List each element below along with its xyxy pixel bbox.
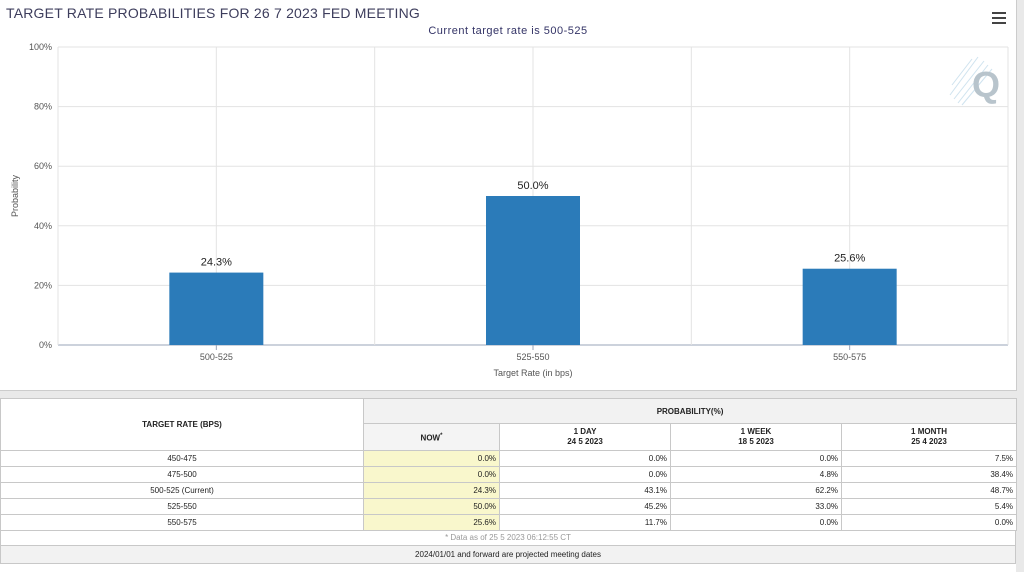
1day-cell: 11.7% (499, 514, 671, 531)
table-row: 550-575 25.6% 11.7% 0.0% 0.0% (0, 514, 1018, 531)
y-tick-label: 100% (29, 42, 52, 52)
data-label: 24.3% (201, 257, 232, 269)
now-cell: 50.0% (363, 498, 500, 515)
y-tick-label: 40% (34, 221, 52, 231)
1day-cell: 0.0% (499, 450, 671, 467)
1month-cell: 7.5% (840, 450, 1018, 467)
1day-cell: 45.2% (499, 498, 671, 515)
quikstrike-q-logo-icon: Q (949, 56, 1000, 106)
col-1month-date: 25 4 2023 (911, 437, 947, 446)
probability-table-panel: TARGET RATE (BPS) PROBABILITY(%) NOW* 1 … (0, 398, 1018, 572)
now-cell: 0.0% (363, 466, 500, 483)
1day-cell: 0.0% (499, 466, 671, 483)
1week-cell: 0.0% (670, 450, 842, 467)
x-tick-label: 525-550 (516, 352, 549, 362)
data-as-of-note: * Data as of 25 5 2023 06:12:55 CT (0, 531, 1016, 546)
table-row: 525-550 50.0% 45.2% 33.0% 5.4% (0, 498, 1018, 515)
1month-cell: 38.4% (840, 466, 1018, 483)
col-1week-header: 1 WEEK 18 5 2023 (670, 423, 842, 451)
x-tick-label: 550-575 (833, 352, 866, 362)
col-1month-header: 1 MONTH 25 4 2023 (840, 423, 1018, 451)
svg-text:Q: Q (972, 64, 1000, 105)
1week-cell: 62.2% (670, 482, 842, 499)
data-label: 50.0% (517, 180, 548, 192)
col-1month-title: 1 MONTH (911, 427, 948, 436)
1week-cell: 0.0% (670, 514, 842, 531)
probability-table: TARGET RATE (BPS) PROBABILITY(%) NOW* 1 … (0, 398, 1018, 531)
y-tick-label: 80% (34, 102, 52, 112)
y-tick-label: 0% (39, 340, 52, 350)
bar-550-575[interactable] (802, 268, 897, 345)
col-1day-date: 24 5 2023 (567, 437, 603, 446)
x-axis-label: Target Rate (in bps) (493, 368, 572, 378)
table-row: 450-475 0.0% 0.0% 0.0% 7.5% (0, 450, 1018, 467)
now-cell: 0.0% (363, 450, 500, 467)
col-1week-title: 1 WEEK (740, 427, 772, 436)
rate-cell: 475-500 (0, 466, 364, 483)
col-1week-date: 18 5 2023 (738, 437, 774, 446)
hamburger-menu-icon[interactable] (992, 12, 1006, 24)
header-target-rate: TARGET RATE (BPS) (0, 398, 364, 451)
bar-525-550[interactable] (486, 196, 580, 345)
bar-500-525[interactable] (169, 272, 264, 345)
table-row: 475-500 0.0% 0.0% 4.8% 38.4% (0, 466, 1018, 483)
data-label: 25.6% (834, 253, 865, 265)
rate-cell: 550-575 (0, 514, 364, 531)
now-cell: 25.6% (363, 514, 500, 531)
rate-cell: 450-475 (0, 450, 364, 467)
rate-cell: 500-525 (Current) (0, 482, 364, 499)
col-1day-header: 1 DAY 24 5 2023 (499, 423, 671, 451)
rate-cell: 525-550 (0, 498, 364, 515)
table-row: 500-525 (Current) 24.3% 43.1% 62.2% 48.7… (0, 482, 1018, 499)
1week-cell: 33.0% (670, 498, 842, 515)
col-1day-title: 1 DAY (573, 427, 597, 436)
probability-bar-chart: 0% 20% 40% 60% 80% 100% 24.3% 500-525 50.0% 525-5… (10, 42, 1009, 378)
y-tick-label: 20% (34, 280, 52, 290)
now-cell: 24.3% (363, 482, 500, 499)
y-tick-label: 60% (34, 161, 52, 171)
col-now-sup: * (440, 432, 443, 439)
1month-cell: 0.0% (840, 514, 1018, 531)
1month-cell: 5.4% (840, 498, 1018, 515)
col-now-title: NOW (420, 433, 441, 443)
1week-cell: 4.8% (670, 466, 842, 483)
x-tick-label: 500-525 (200, 352, 233, 362)
projected-dates-note: 2024/01/01 and forward are projected mee… (0, 546, 1016, 564)
1month-cell: 48.7% (840, 482, 1018, 499)
y-axis-label: Probability (10, 174, 20, 217)
1day-cell: 43.1% (499, 482, 671, 499)
chart-panel: 0% 20% 40% 60% 80% 100% 24.3% 500-525 50.0% 525-5… (0, 0, 1017, 391)
col-now-header: NOW* (363, 423, 500, 451)
chart-subtitle: Current target rate is 500-525 (428, 25, 588, 37)
chart-title: TARGET RATE PROBABILITIES FOR 26 7 2023 … (6, 5, 420, 21)
header-probability: PROBABILITY(%) (362, 398, 1018, 424)
